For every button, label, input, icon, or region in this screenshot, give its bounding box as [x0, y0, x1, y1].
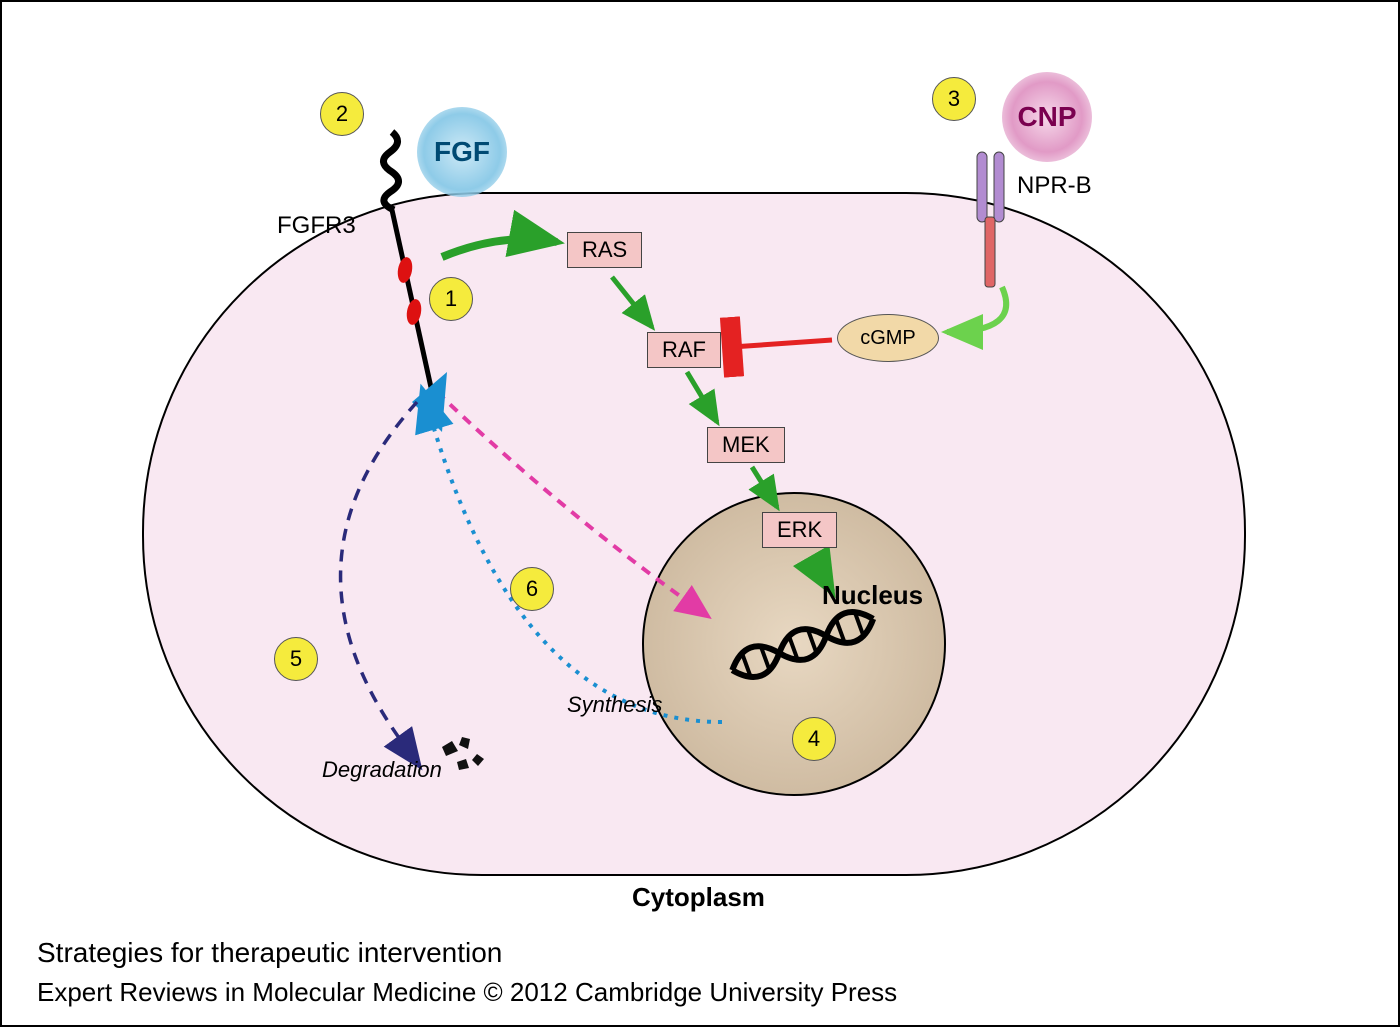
ras-box: RAS: [567, 232, 642, 268]
cnp-ligand: CNP: [1002, 72, 1092, 162]
caption-title: Strategies for therapeutic intervention: [37, 937, 502, 969]
erk-box: ERK: [762, 512, 837, 548]
badge-3: 3: [932, 77, 976, 121]
nucleus-label: Nucleus: [822, 580, 923, 611]
degradation-label: Degradation: [322, 757, 442, 783]
mek-box: MEK: [707, 427, 785, 463]
badge-2: 2: [320, 92, 364, 136]
synthesis-label: Synthesis: [567, 692, 662, 718]
badge-1: 1: [429, 277, 473, 321]
cytoplasm-label: Cytoplasm: [632, 882, 765, 913]
fgf-ligand: FGF: [417, 107, 507, 197]
badge-4: 4: [792, 717, 836, 761]
badge-6: 6: [510, 567, 554, 611]
raf-box: RAF: [647, 332, 721, 368]
caption-credit: Expert Reviews in Molecular Medicine © 2…: [37, 977, 897, 1008]
fgfr3-label: FGFR3: [277, 212, 356, 240]
nprb-label: NPR-B: [1017, 172, 1092, 200]
cgmp-oval: cGMP: [837, 314, 939, 362]
diagram-frame: FGF CNP RAS RAF MEK ERK cGMP 1 2 3 4 5 6…: [0, 0, 1400, 1027]
badge-5: 5: [274, 637, 318, 681]
